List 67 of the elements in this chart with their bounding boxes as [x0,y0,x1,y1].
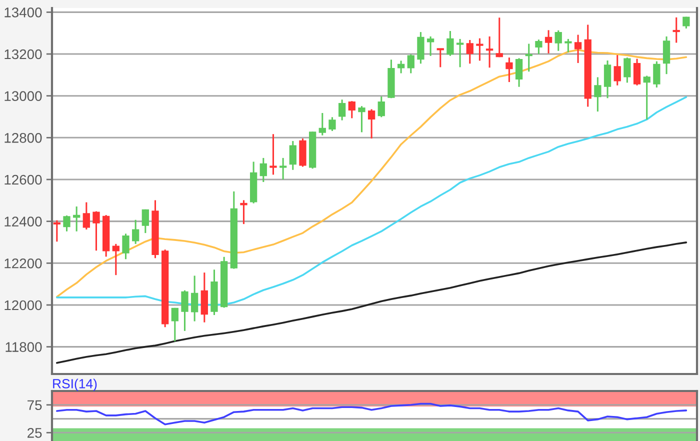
candlestick [132,219,140,245]
y-tick-label: 13000 [4,91,42,102]
candlestick [289,140,296,171]
y-tick-label: 12200 [4,258,42,268]
candlestick [525,43,532,72]
candlestick [574,34,582,64]
y-tick-label: 75 [28,400,42,410]
candlestick [604,60,612,99]
candlestick [190,274,198,322]
candlestick [544,29,552,54]
candlestick [171,307,178,342]
candlestick [318,112,326,136]
line-series [56,402,688,426]
y-tick-label: 12400 [4,216,42,226]
candlestick [633,58,641,86]
candlestick [53,220,60,242]
y-tick-label: 12600 [4,174,42,185]
candlestick [73,206,80,232]
y-tick-label: 25 [28,428,42,438]
candlestick [368,108,376,140]
y-tick-label: 13400 [4,8,42,18]
candlestick [378,96,385,118]
candlestick [279,157,287,180]
candlestick [643,74,650,120]
candlestick [260,157,267,183]
candlestick [358,105,366,133]
candlestick [496,16,503,58]
candlestick [446,30,454,57]
candlestick [63,214,70,232]
candlestick [624,56,631,84]
candlestick [348,100,356,119]
y-tick-label: 11800 [6,342,42,352]
candlestick [328,116,336,132]
candlestick [486,36,494,68]
candlestick [338,98,346,122]
candlestick [456,38,464,68]
candlestick [240,199,248,225]
candlestick [436,48,444,68]
candlestick [270,133,277,176]
candlestick [92,210,100,252]
candlestick [535,38,542,55]
y-tick-label: 12800 [4,133,42,143]
candlestick [466,39,474,64]
candlestick [564,38,572,54]
candlestick [594,76,602,112]
candlestick [181,290,188,332]
candlestick [82,202,90,230]
candlestick [614,54,621,86]
candlestick [200,272,208,324]
y-tick-label: 12000 [4,300,42,310]
y-tick-label: 13200 [4,49,42,60]
line-series [56,242,688,364]
candlestick [426,36,434,57]
candlestick [407,54,414,74]
candlestick [506,56,513,83]
chart-title: RSI(14) [53,378,97,391]
candlestick [397,60,405,74]
candlestick [142,208,149,234]
candlestick [122,232,130,260]
candlestick [672,16,680,44]
candlestick [112,243,120,276]
candlestick [653,60,660,88]
candlestick [417,31,424,64]
candlestick [515,57,523,88]
candlestick [476,38,484,62]
candlestick [554,30,562,52]
candlestick [662,36,670,75]
